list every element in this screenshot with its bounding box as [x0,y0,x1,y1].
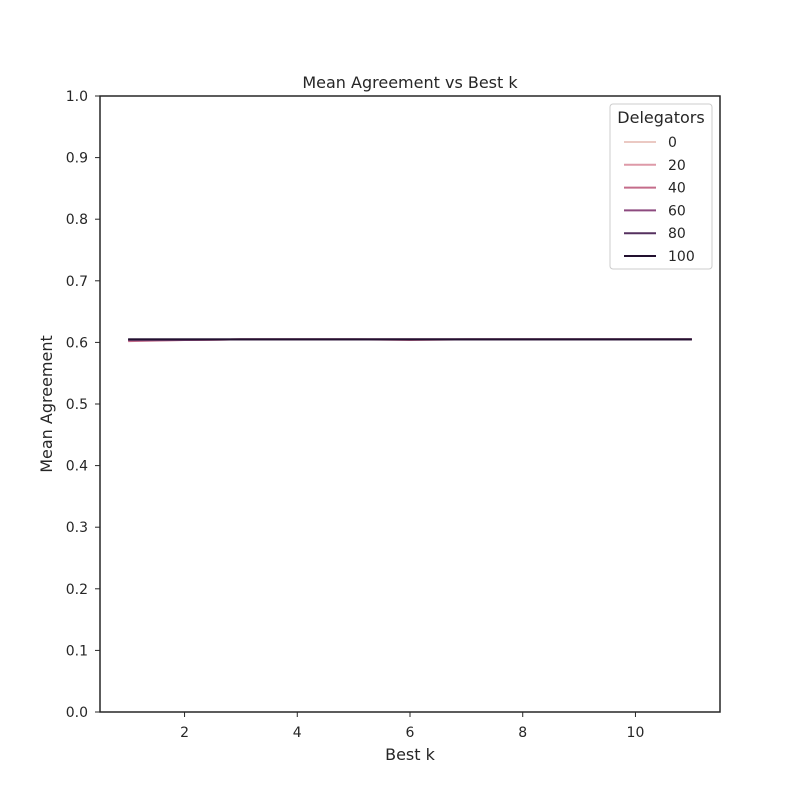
y-axis-label: Mean Agreement [37,335,56,473]
y-tick-label: 0.7 [66,274,88,290]
y-tick-label: 0.6 [66,335,88,351]
y-tick-label: 0.5 [66,397,88,413]
y-tick-label: 0.4 [66,459,88,475]
x-axis-label: Best k [385,745,436,764]
x-tick-label: 8 [518,725,527,741]
legend-box [609,103,713,270]
chart-title: Mean Agreement vs Best k [302,73,518,92]
y-tick-label: 1.0 [66,89,88,105]
x-tick-label: 2 [180,725,189,741]
y-axis-ticks: 0.0 0.1 0.2 0.3 0.4 0.5 0.6 0.7 0.8 0.9 1.0 [66,89,100,721]
y-tick-label: 0.2 [66,582,88,598]
x-tick-label: 10 [627,725,645,741]
legend-label-100: 100 [668,249,695,265]
plot-frame [99,95,721,713]
legend-label-0: 0 [668,135,677,151]
y-tick-label: 0.8 [66,212,88,228]
y-tick-label: 0.1 [66,643,88,659]
legend-label-60: 60 [668,203,686,219]
legend-label-40: 40 [668,181,686,197]
legend-items: 0 20 40 60 80 100 [624,135,695,265]
x-tick-label: 4 [293,725,302,741]
x-tick-label: 6 [406,725,415,741]
y-tick-label: 0.9 [66,151,88,167]
y-tick-label: 0.0 [66,705,88,721]
series-lines [128,338,692,343]
legend-label-80: 80 [668,226,686,242]
x-axis-ticks: 2 4 6 8 10 [180,712,644,741]
legend-title: Delegators [617,108,704,127]
y-tick-label: 0.3 [66,520,88,536]
legend: Delegators 0 20 40 60 80 100 [609,103,713,270]
legend-label-20: 20 [668,158,686,174]
